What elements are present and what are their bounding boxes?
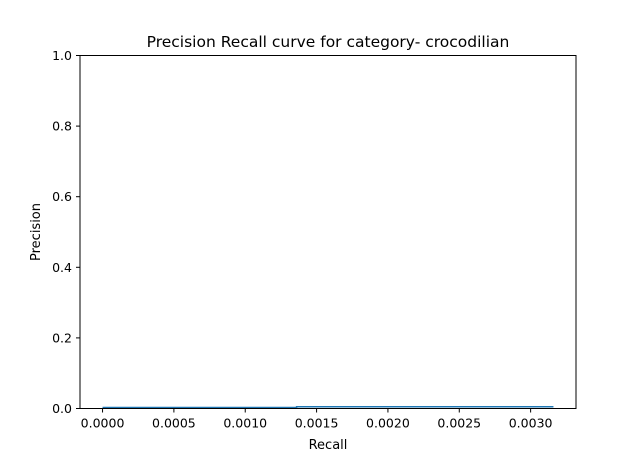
- x-tick-label: 0.0030: [509, 416, 553, 431]
- chart-title: Precision Recall curve for category- cro…: [147, 33, 510, 51]
- y-axis: 0.0 0.2 0.4 0.6 0.8 1.0: [52, 48, 80, 416]
- x-tick-label: 0.0010: [223, 416, 267, 431]
- x-axis-label: Recall: [309, 438, 348, 453]
- pr-curve-line: [102, 405, 554, 409]
- x-axis: 0.0000 0.0005 0.0010 0.0015 0.0020 0.0025 0.00…: [81, 408, 553, 431]
- y-tick-label: 0.2: [52, 330, 72, 345]
- y-tick-label: 0.0: [52, 401, 72, 416]
- y-tick-label: 0.6: [52, 189, 72, 204]
- x-tick-label: 0.0000: [81, 416, 125, 431]
- x-tick-label: 0.0015: [295, 416, 339, 431]
- x-tick-label: 0.0005: [152, 416, 196, 431]
- y-tick-label: 0.4: [52, 260, 72, 275]
- axes-frame: [79, 55, 577, 409]
- x-tick-label: 0.0020: [366, 416, 410, 431]
- y-tick-label: 0.8: [52, 119, 72, 134]
- y-tick-label: 1.0: [52, 48, 72, 63]
- y-axis-label: Precision: [29, 203, 44, 261]
- x-tick-label: 0.0025: [437, 416, 481, 431]
- plot-area: [102, 405, 554, 409]
